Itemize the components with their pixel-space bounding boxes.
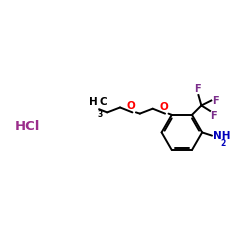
Text: O: O xyxy=(127,101,136,111)
Text: NH: NH xyxy=(212,131,230,141)
Text: H: H xyxy=(89,98,98,108)
Text: 3: 3 xyxy=(98,110,103,119)
Text: F: F xyxy=(210,112,217,122)
Text: F: F xyxy=(212,96,219,106)
Text: F: F xyxy=(194,84,201,94)
Text: C: C xyxy=(100,98,107,108)
Text: HCl: HCl xyxy=(15,120,40,133)
Text: 2: 2 xyxy=(220,138,225,147)
Text: O: O xyxy=(159,102,168,112)
